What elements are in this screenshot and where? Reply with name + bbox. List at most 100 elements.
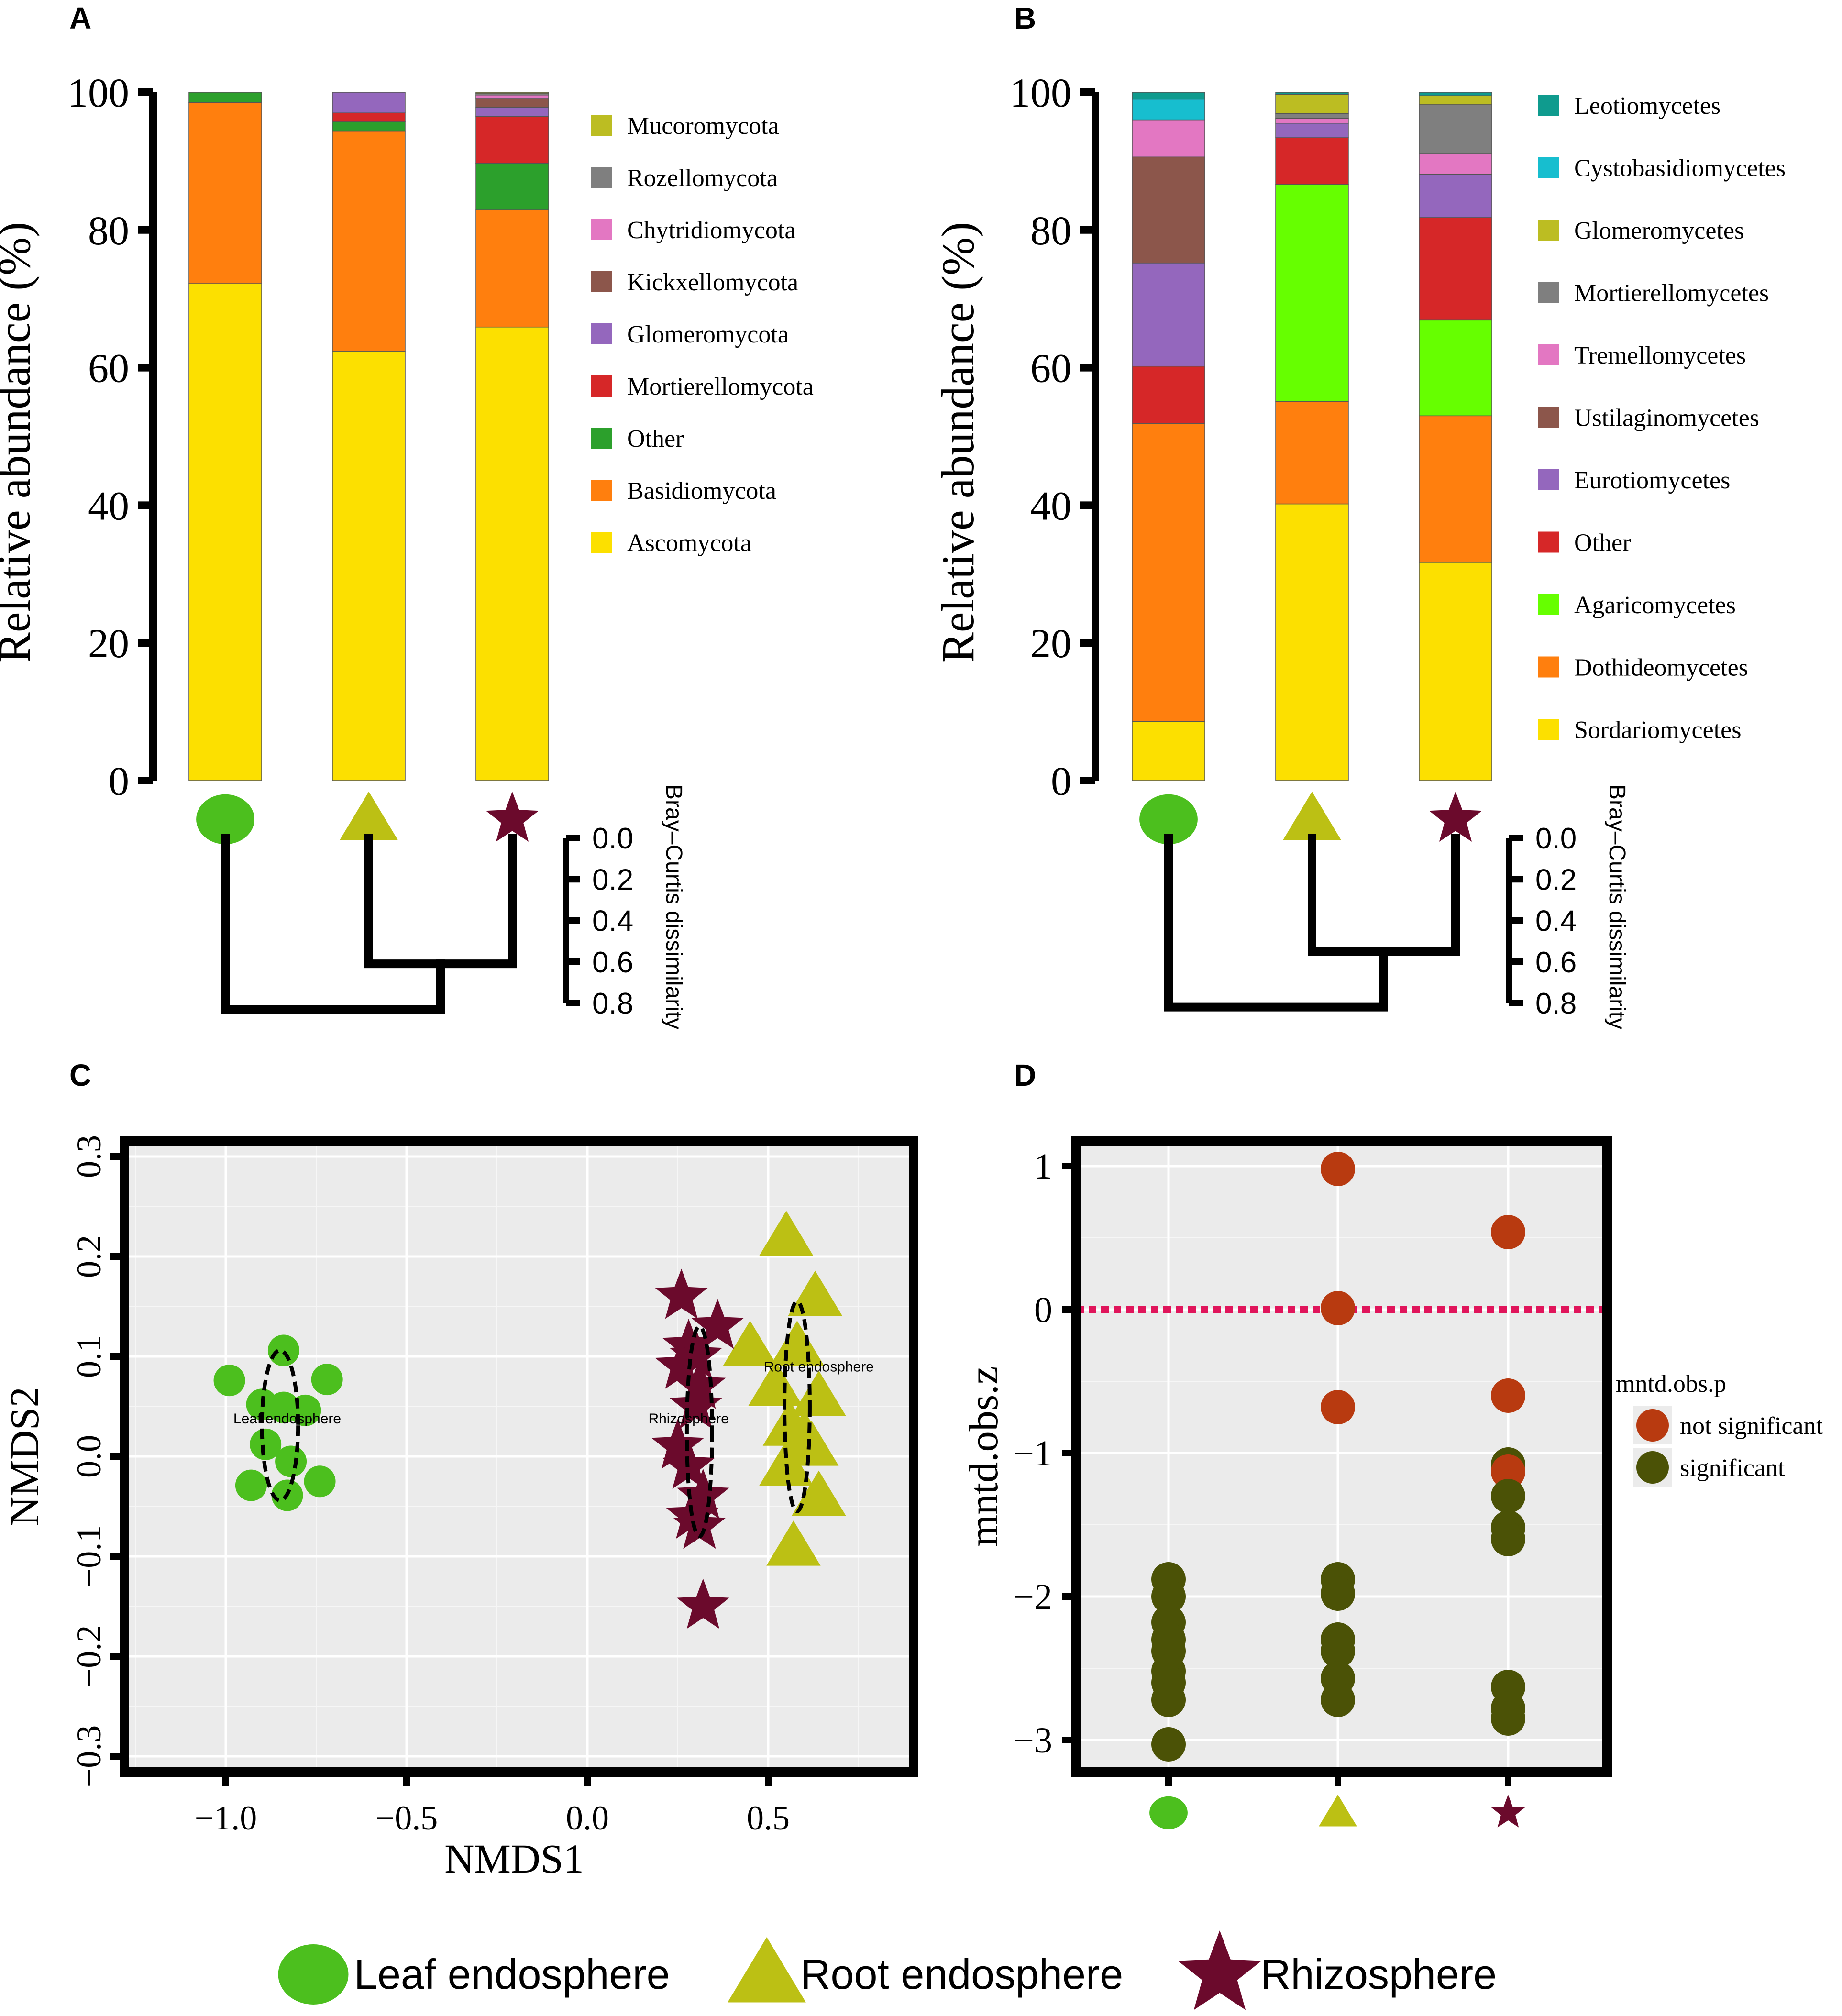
legend-label: Mortierellomycota bbox=[627, 373, 814, 400]
bar-segment-mortierellomycota bbox=[332, 112, 406, 122]
bar-segment-leotiomycetes bbox=[1419, 92, 1492, 96]
leaf-marker-icon bbox=[1139, 794, 1198, 845]
legend-entry-label: Root endosphere bbox=[800, 1950, 1123, 1998]
bar-segment-sordariomycetes bbox=[1275, 503, 1349, 781]
panel-b-bars bbox=[1132, 92, 1492, 781]
root-marker-icon bbox=[1319, 1795, 1357, 1827]
x-tick-label: 0.0 bbox=[566, 1799, 609, 1837]
panel-d-group-markers bbox=[1149, 1795, 1526, 1829]
legend-swatch bbox=[591, 271, 612, 292]
dendrogram-axis-title: Bray–Curtis dissimilarity bbox=[661, 784, 686, 1029]
mntd-point bbox=[1321, 1576, 1355, 1611]
leaf-marker-icon bbox=[1149, 1796, 1188, 1829]
scatter-point-triangle bbox=[748, 1360, 803, 1406]
legend-label: Sordariomycetes bbox=[1574, 716, 1741, 744]
bar-segment-eurotiomycetes bbox=[1275, 123, 1349, 138]
scatter-point-star bbox=[651, 1419, 705, 1469]
bar-segment-sordariomycetes bbox=[1419, 562, 1492, 781]
legend-swatch bbox=[1538, 594, 1559, 615]
bar-segment-ustilaginomycetes bbox=[1132, 156, 1205, 264]
scatter-point-star bbox=[655, 1268, 708, 1319]
panel-label-c: C bbox=[69, 1058, 91, 1092]
scatter-point-star bbox=[676, 1468, 730, 1519]
legend-label: Kickxellomycota bbox=[627, 269, 798, 296]
legend-swatch bbox=[1538, 220, 1559, 241]
legend-entry-label: Rhizosphere bbox=[1260, 1950, 1497, 1998]
scatter-point-circle bbox=[311, 1364, 343, 1396]
bar-segment-leotiomycetes bbox=[1275, 92, 1349, 95]
mntd-point bbox=[1321, 1291, 1355, 1325]
bar-segment-chytridiomycota bbox=[475, 95, 549, 99]
bar-segment-tremellomycetes bbox=[1419, 153, 1492, 175]
y-tick-label: 0 bbox=[1051, 758, 1071, 804]
root-marker-icon bbox=[340, 792, 398, 840]
legend-label: Mucoromycota bbox=[627, 112, 779, 140]
panel-d-y-axis-label: mntd.obs.z bbox=[960, 1366, 1006, 1546]
mntd-point bbox=[1491, 1454, 1525, 1489]
scatter-point-triangle bbox=[792, 1370, 846, 1416]
y-tick-label: −3 bbox=[1014, 1720, 1052, 1761]
y-tick-label: 80 bbox=[1030, 208, 1071, 253]
x-tick-label: 0.5 bbox=[747, 1799, 790, 1837]
mntd-point bbox=[1151, 1579, 1186, 1614]
panel-b-dendrogram: 0.0 0.2 0.4 0.6 0.8 Bray–Curtis dissimilarity bbox=[1164, 784, 1630, 1029]
y-tick-label: 1 bbox=[1034, 1146, 1052, 1187]
mntd-point bbox=[1491, 1215, 1525, 1249]
bar-segment-sordariomycetes bbox=[1132, 721, 1205, 781]
bar-segment-glomeromycota bbox=[475, 107, 549, 117]
legend-swatch bbox=[1538, 719, 1559, 740]
y-tick-label: 0.0 bbox=[70, 1435, 108, 1478]
bar-segment-basidiomycota bbox=[188, 102, 262, 284]
legend-label: Other bbox=[1574, 529, 1631, 557]
bar-segment-ascomycota bbox=[332, 351, 406, 781]
bar-segment-leotiomycetes bbox=[1132, 92, 1205, 100]
legend-swatch bbox=[591, 167, 612, 188]
legend-label: Ascomycota bbox=[627, 529, 751, 557]
bar-segment-other bbox=[1275, 137, 1349, 185]
dendrogram-scale-label: 0.0 bbox=[1535, 822, 1577, 855]
scatter-point-star bbox=[673, 1358, 726, 1409]
panel-label-a: A bbox=[69, 1, 91, 35]
dendrogram-scale-label: 0.8 bbox=[1535, 987, 1577, 1020]
dendrogram-branch bbox=[1164, 834, 1388, 1012]
panel-a-dendrogram: 0.0 0.2 0.4 0.6 0.8 Bray–Curtis dissimilarity bbox=[221, 784, 686, 1029]
legend-dot bbox=[1636, 1451, 1669, 1484]
bar-segment-tremellomycetes bbox=[1275, 118, 1349, 124]
panel-b-y-axis: 0 20 40 60 80 100 bbox=[1010, 70, 1099, 804]
mntd-point bbox=[1321, 1634, 1355, 1668]
y-tick-label: 40 bbox=[88, 483, 129, 529]
legend-swatch bbox=[1538, 157, 1559, 178]
mntd-point bbox=[1151, 1683, 1186, 1717]
scatter-point-circle bbox=[304, 1465, 336, 1498]
bar-segment-other bbox=[475, 163, 549, 210]
bar-segment-basidiomycota bbox=[475, 209, 549, 328]
group-legend: Leaf endosphere Root endosphere Rhizospher… bbox=[278, 1930, 1497, 2010]
dendrogram-scale-label: 0.8 bbox=[592, 987, 633, 1020]
y-tick-label: −1 bbox=[1014, 1433, 1052, 1474]
scatter-point-triangle bbox=[759, 1211, 814, 1256]
panel-c-ticks: −1.0 −0.5 0.0 0.5 −0.3 −0.2 −0.1 0.0 0.1 0.2 0.3 bbox=[70, 1135, 790, 1837]
bar-segment-agaricomycetes bbox=[1419, 319, 1492, 417]
scatter-point-triangle bbox=[784, 1421, 839, 1466]
legend-label: Cystobasidiomycetes bbox=[1574, 155, 1786, 182]
legend-swatch bbox=[1538, 469, 1559, 490]
y-tick-label: 60 bbox=[1030, 345, 1071, 391]
panel-b-legend: Leotiomycetes Cystobasidiomycetes Glomerom… bbox=[1538, 92, 1786, 744]
y-tick-label: 60 bbox=[88, 345, 129, 391]
mntd-point bbox=[1321, 1152, 1355, 1186]
root-endosphere-icon bbox=[728, 1937, 806, 2003]
panel-a-y-axis: 0 20 40 60 80 100 bbox=[67, 70, 157, 804]
bar-segment-dothideomycetes bbox=[1419, 415, 1492, 563]
x-tick-label: −1.0 bbox=[195, 1799, 257, 1837]
bar-segment-glomeromycota bbox=[332, 92, 406, 113]
legend-label: Chytridiomycota bbox=[627, 217, 795, 244]
scatter-point-triangle bbox=[766, 1520, 821, 1566]
rhizo-marker-icon bbox=[1490, 1795, 1526, 1828]
bar-segment-ascomycota bbox=[188, 283, 262, 781]
bar-segment-tremellomycetes bbox=[1132, 119, 1205, 158]
y-tick-label: 20 bbox=[88, 620, 129, 666]
legend-label: Basidiomycota bbox=[627, 477, 776, 505]
bar-segment-cystobasidiomycetes bbox=[1132, 99, 1205, 121]
bar-segment-basidiomycota bbox=[332, 130, 406, 352]
